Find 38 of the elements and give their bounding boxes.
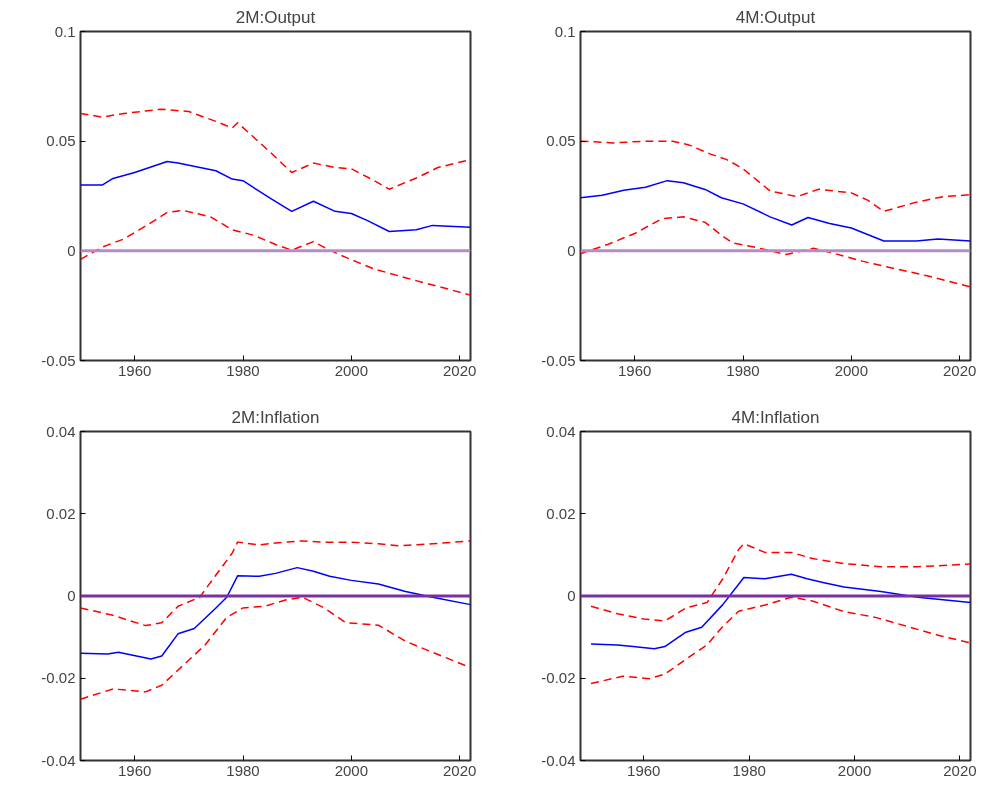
chart-title: 2M:Output [235,7,316,27]
x-tick-label: 1960 [627,761,661,779]
x-tick-label: 2000 [334,361,369,379]
y-tick-label: -0.02 [41,669,76,687]
x-tick-label: 2020 [943,761,977,779]
y-tick-label: -0.05 [41,351,76,369]
y-tick-label: 0.02 [546,504,576,522]
y-tick-label: -0.02 [541,669,576,687]
y-tick-label: 0.04 [46,422,76,440]
x-tick-label: 1960 [117,361,152,379]
chart-title: 4M:Output [735,7,816,27]
chart-title: 4M:Inflation [731,407,820,427]
y-tick-label: 0.05 [46,132,76,150]
y-tick-label: 0 [567,241,576,259]
x-tick-label: 2000 [837,761,872,779]
y-tick-label: 0 [567,587,576,604]
x-tick-label: 2020 [942,361,977,379]
y-tick-label: 0 [67,241,76,259]
x-tick-label: 1980 [226,761,260,779]
y-tick-label: 0.05 [546,132,576,150]
y-tick-label: -0.04 [541,751,576,769]
y-tick-label: -0.05 [541,351,576,369]
chart-title: 2M:Inflation [231,407,320,427]
x-tick-label: 1960 [617,361,652,379]
x-tick-label: 1980 [726,361,760,379]
x-tick-label: 2020 [442,761,477,779]
y-tick-label: 0 [67,587,76,604]
x-tick-label: 1960 [117,761,152,779]
y-tick-label: 0.1 [554,22,576,40]
x-tick-label: 2000 [834,361,869,379]
x-tick-label: 1980 [226,361,260,379]
y-tick-label: 0.1 [54,22,76,40]
x-tick-label: 2000 [334,761,369,779]
x-tick-label: 2020 [442,361,477,379]
y-tick-label: -0.04 [41,751,76,769]
y-tick-label: 0.04 [546,422,576,440]
y-tick-label: 0.02 [46,504,76,522]
x-tick-label: 1980 [732,761,766,779]
